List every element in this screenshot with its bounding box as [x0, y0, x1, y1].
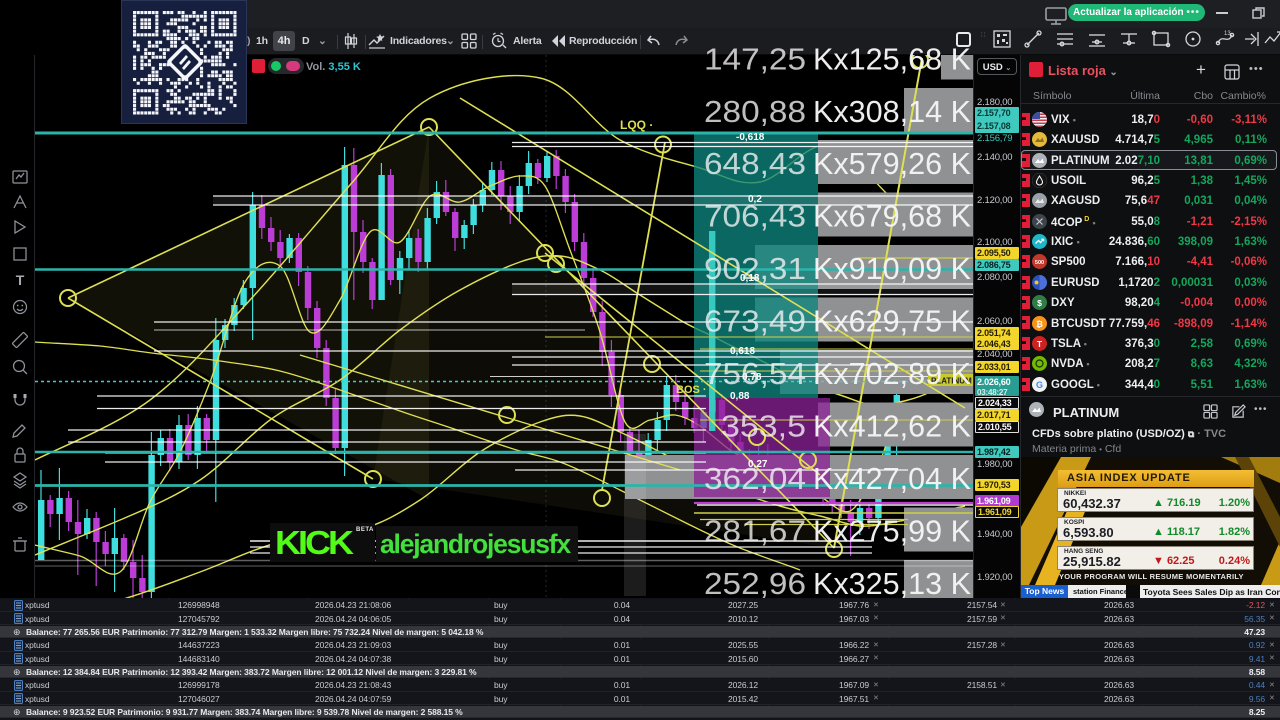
svg-text:$: $: [1037, 298, 1042, 308]
svg-text:500: 500: [1035, 260, 1044, 266]
svg-text:₿: ₿: [1036, 319, 1043, 329]
svg-text:13: 13: [1224, 31, 1231, 37]
svg-text:G: G: [1036, 380, 1043, 390]
svg-text:T: T: [16, 272, 25, 288]
svg-text:T: T: [1037, 339, 1043, 349]
